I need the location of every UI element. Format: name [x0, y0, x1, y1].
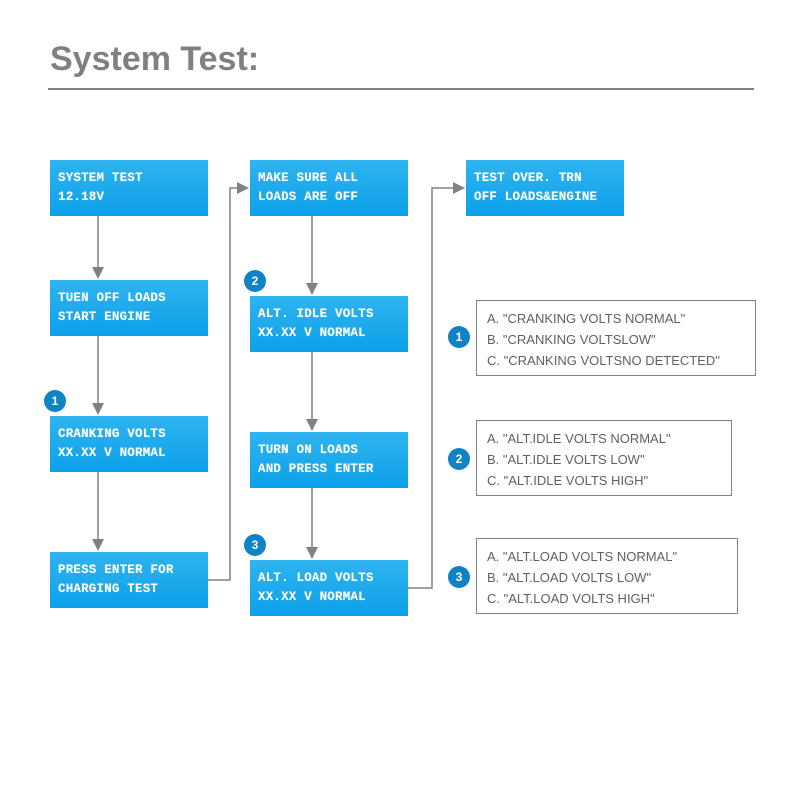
flowchart-box-turn-on-loads: TURN ON LOADS AND PRESS ENTER: [250, 432, 408, 488]
flowchart-box-system-test: SYSTEM TEST 12.18V: [50, 160, 208, 216]
result-line: C. "CRANKING VOLTSNO DETECTED": [487, 351, 745, 372]
box-line: XX.XX V NORMAL: [258, 588, 400, 607]
box-line: TURN ON LOADS: [258, 441, 400, 460]
result-box-idle: A. "ALT.IDLE VOLTS NORMAL" B. "ALT.IDLE …: [476, 420, 732, 496]
page-title: System Test:: [50, 40, 259, 79]
box-line: SYSTEM TEST: [58, 169, 200, 188]
result-line: B. "ALT.LOAD VOLTS LOW": [487, 568, 727, 589]
result-line: A. "CRANKING VOLTS NORMAL": [487, 309, 745, 330]
result-line: C. "ALT.IDLE VOLTS HIGH": [487, 471, 721, 492]
box-line: OFF LOADS&ENGINE: [474, 188, 616, 207]
result-line: A. "ALT.LOAD VOLTS NORMAL": [487, 547, 727, 568]
box-line: ALT. IDLE VOLTS: [258, 305, 400, 324]
result-box-cranking: A. "CRANKING VOLTS NORMAL" B. "CRANKING …: [476, 300, 756, 376]
flowchart-box-test-over: TEST OVER. TRN OFF LOADS&ENGINE: [466, 160, 624, 216]
box-line: 12.18V: [58, 188, 200, 207]
flowchart-box-turn-off-loads: TUEN OFF LOADS START ENGINE: [50, 280, 208, 336]
result-line: A. "ALT.IDLE VOLTS NORMAL": [487, 429, 721, 450]
badge-step-3: 3: [244, 534, 266, 556]
box-line: TUEN OFF LOADS: [58, 289, 200, 308]
badge-step-2: 2: [244, 270, 266, 292]
result-box-load: A. "ALT.LOAD VOLTS NORMAL" B. "ALT.LOAD …: [476, 538, 738, 614]
flowchart-box-cranking-volts: CRANKING VOLTS XX.XX V NORMAL: [50, 416, 208, 472]
box-line: XX.XX V NORMAL: [58, 444, 200, 463]
result-line: C. "ALT.LOAD VOLTS HIGH": [487, 589, 727, 610]
flowchart-box-alt-load: ALT. LOAD VOLTS XX.XX V NORMAL: [250, 560, 408, 616]
box-line: LOADS ARE OFF: [258, 188, 400, 207]
box-line: ALT. LOAD VOLTS: [258, 569, 400, 588]
flowchart-box-loads-off: MAKE SURE ALL LOADS ARE OFF: [250, 160, 408, 216]
result-line: B. "ALT.IDLE VOLTS LOW": [487, 450, 721, 471]
box-line: MAKE SURE ALL: [258, 169, 400, 188]
badge-step-1: 1: [44, 390, 66, 412]
connector-arrows: [0, 0, 800, 800]
flowchart-box-press-enter: PRESS ENTER FOR CHARGING TEST: [50, 552, 208, 608]
title-underline: [48, 88, 754, 90]
badge-result-2: 2: [448, 448, 470, 470]
badge-result-3: 3: [448, 566, 470, 588]
flowchart-box-alt-idle: ALT. IDLE VOLTS XX.XX V NORMAL: [250, 296, 408, 352]
badge-result-1: 1: [448, 326, 470, 348]
result-line: B. "CRANKING VOLTSLOW": [487, 330, 745, 351]
box-line: TEST OVER. TRN: [474, 169, 616, 188]
box-line: XX.XX V NORMAL: [258, 324, 400, 343]
box-line: PRESS ENTER FOR: [58, 561, 200, 580]
box-line: CRANKING VOLTS: [58, 425, 200, 444]
box-line: AND PRESS ENTER: [258, 460, 400, 479]
box-line: CHARGING TEST: [58, 580, 200, 599]
box-line: START ENGINE: [58, 308, 200, 327]
